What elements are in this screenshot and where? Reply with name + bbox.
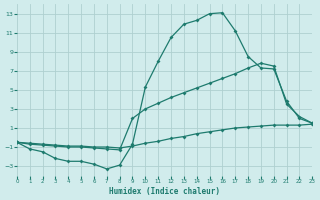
X-axis label: Humidex (Indice chaleur): Humidex (Indice chaleur) bbox=[109, 187, 220, 196]
